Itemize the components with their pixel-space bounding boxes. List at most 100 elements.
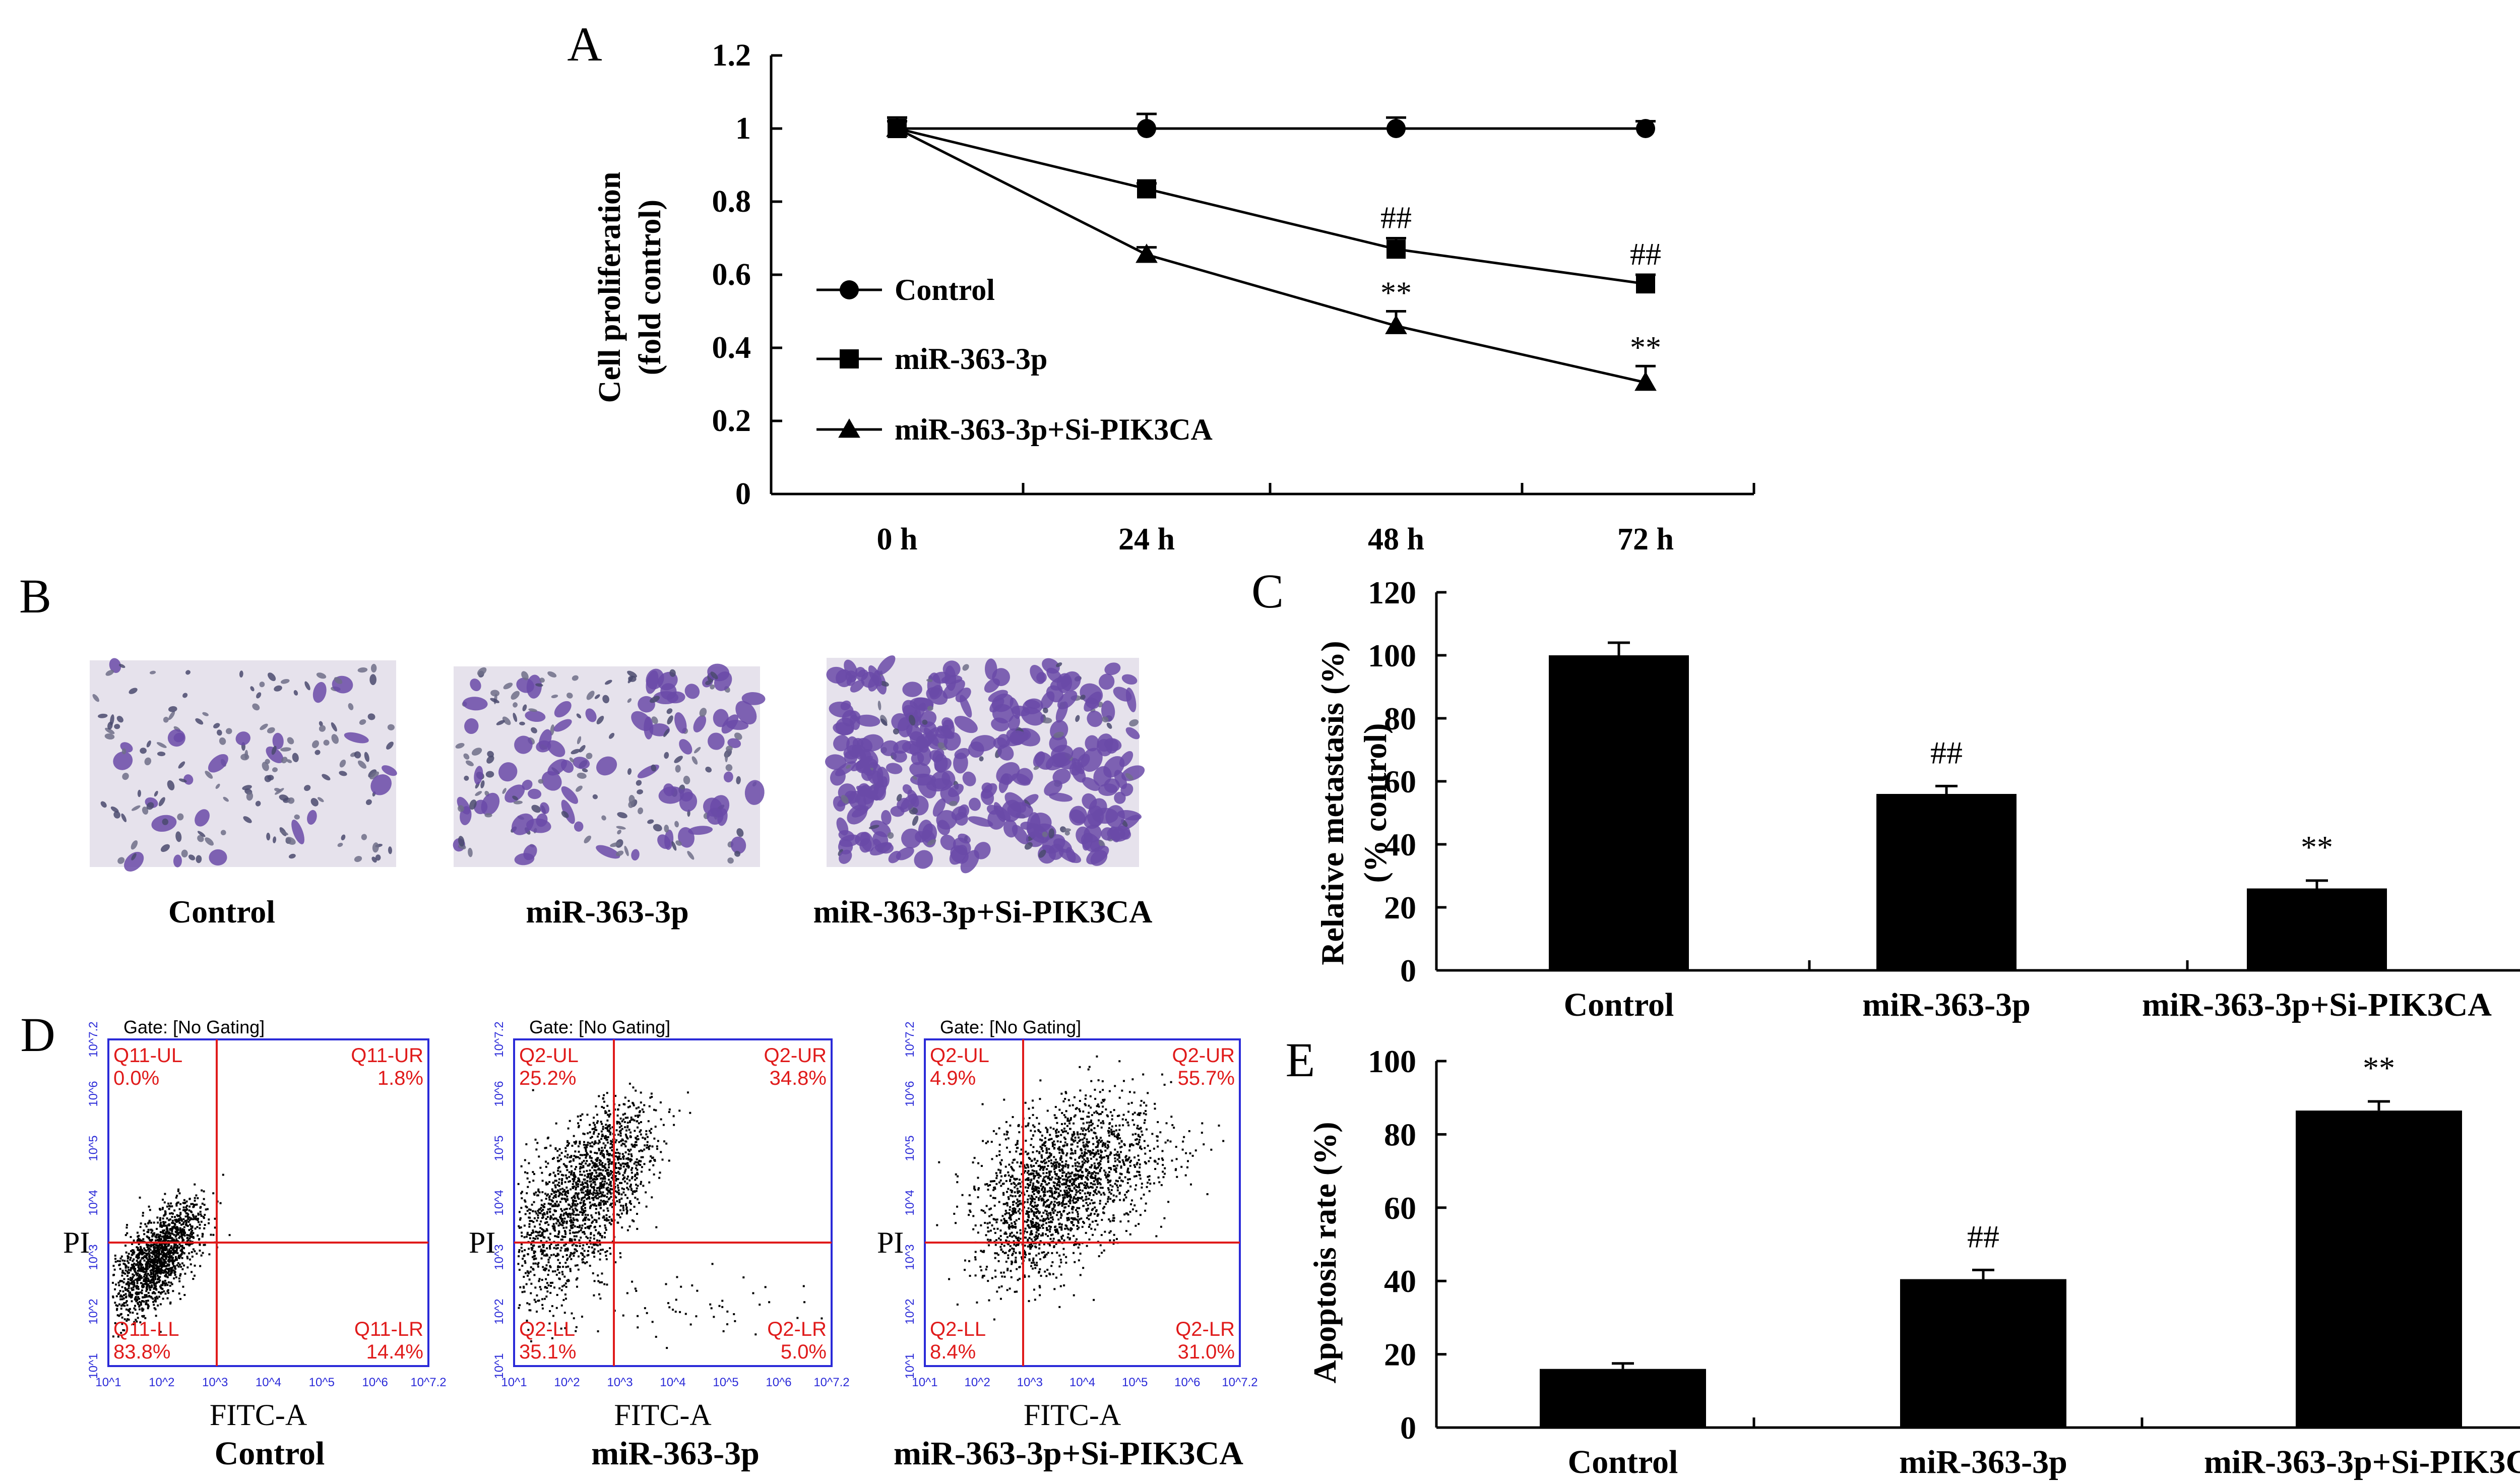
panel-d-event-dot (141, 1300, 144, 1302)
panel-b-cell (835, 761, 856, 776)
panel-d-event-dot (1081, 1160, 1084, 1163)
panel-d-event-dot (125, 1320, 128, 1322)
panel-d-quadrant-value: 34.8% (770, 1067, 827, 1089)
panel-d-event-dot (136, 1282, 139, 1284)
panel-d-y-tick-label: 10^4 (87, 1190, 100, 1215)
panel-d-event-dot (172, 1250, 175, 1252)
panel-d-event-dot (609, 1253, 612, 1255)
panel-d-event-dot (162, 1252, 165, 1254)
panel-d-event-dot (1060, 1261, 1062, 1264)
panel-d-event-dot (171, 1226, 173, 1228)
panel-d-event-dot (983, 1274, 985, 1277)
panel-d-event-dot (796, 1317, 799, 1319)
panel-d-event-dot (646, 1146, 648, 1149)
panel-d-event-dot (138, 1279, 140, 1281)
panel-d-event-dot (182, 1218, 185, 1220)
panel-d-event-dot (157, 1265, 160, 1268)
panel-d-event-dot (188, 1244, 191, 1247)
panel-d-event-dot (191, 1271, 193, 1273)
panel-d-event-dot (607, 1219, 610, 1221)
panel-d-event-dot (644, 1144, 646, 1147)
panel-d-event-dot (1003, 1252, 1006, 1254)
panel-d-event-dot (589, 1237, 592, 1239)
panel-d-event-dot (184, 1272, 186, 1275)
panel-d-event-dot (195, 1215, 197, 1218)
panel-d-event-dot (1102, 1120, 1104, 1123)
panel-d-event-dot (640, 1129, 642, 1132)
panel-b-cell (314, 750, 321, 755)
panel-d-event-dot (608, 1159, 611, 1162)
panel-d-event-dot (622, 1207, 624, 1209)
panel-d-event-dot (1032, 1124, 1034, 1127)
panel-d-event-dot (154, 1259, 157, 1261)
panel-d-event-dot (554, 1175, 556, 1178)
panel-d-event-dot (531, 1203, 533, 1206)
panel-d-event-dot (1009, 1287, 1011, 1290)
panel-d-event-dot (546, 1290, 549, 1293)
panel-d-event-dot (174, 1219, 176, 1221)
panel-d-event-dot (1061, 1205, 1063, 1207)
panel-d-event-dot (558, 1192, 561, 1194)
panel-d-event-dot (969, 1209, 971, 1212)
panel-d-event-dot (136, 1240, 139, 1243)
panel-d-event-dot (159, 1235, 161, 1238)
panel-b-cell (1053, 731, 1064, 738)
panel-d-event-dot (531, 1249, 533, 1251)
panel-d-event-dot (617, 1187, 619, 1189)
panel-d-event-dot (648, 1181, 651, 1184)
panel-d-event-dot (145, 1252, 148, 1255)
panel-d-event-dot (158, 1255, 160, 1258)
panel-b-cell (658, 786, 684, 804)
panel-d-event-dot (527, 1253, 529, 1256)
panel-d-event-dot (168, 1263, 170, 1266)
panel-d-event-dot (622, 1165, 625, 1168)
panel-d-event-dot (590, 1224, 592, 1227)
panel-d-event-dot (594, 1225, 596, 1228)
panel-d-event-dot (160, 1284, 163, 1286)
panel-d-event-dot (1054, 1178, 1057, 1180)
panel-d-event-dot (622, 1114, 624, 1116)
panel-d-event-dot (518, 1211, 521, 1213)
panel-d-event-dot (1038, 1212, 1040, 1214)
panel-d-event-dot (194, 1217, 196, 1220)
panel-d-event-dot (590, 1151, 592, 1153)
panel-d-event-dot (148, 1253, 150, 1255)
panel-d-event-dot (164, 1261, 167, 1263)
panel-b-cell (525, 710, 546, 722)
panel-d-event-dot (1078, 1175, 1080, 1177)
panel-d-event-dot (1098, 1177, 1100, 1180)
panel-d-y-tick-label: 10^5 (87, 1135, 100, 1161)
panel-b-cell (628, 675, 637, 682)
panel-d-event-dot (608, 1216, 611, 1218)
panel-d-event-dot (1019, 1212, 1021, 1215)
panel-d-event-dot (1027, 1239, 1029, 1241)
panel-d-event-dot (170, 1202, 172, 1205)
panel-d-event-dot (1065, 1160, 1067, 1162)
panel-d-event-dot (576, 1250, 578, 1253)
panel-d-event-dot (1039, 1168, 1041, 1171)
panel-d-event-dot (1075, 1198, 1077, 1200)
panel-d-event-dot (557, 1236, 559, 1238)
panel-d-event-dot (135, 1256, 138, 1258)
panel-b-cell (280, 747, 291, 752)
panel-d-event-dot (640, 1091, 642, 1094)
panel-d-event-dot (583, 1255, 586, 1258)
panel-d-event-dot (595, 1169, 597, 1172)
panel-d-event-dot (131, 1281, 134, 1283)
panel-d-event-dot (607, 1158, 609, 1160)
panel-d-event-dot (616, 1122, 618, 1125)
panel-d-event-dot (181, 1246, 183, 1249)
panel-b-cell (954, 716, 978, 733)
panel-d-event-dot (182, 1285, 184, 1288)
panel-d-event-dot (1079, 1274, 1082, 1276)
panel-d-event-dot (121, 1303, 124, 1306)
panel-a-point (1387, 119, 1406, 138)
panel-d-event-dot (598, 1196, 601, 1198)
panel-d-event-dot (579, 1211, 582, 1213)
panel-d-event-dot (626, 1137, 629, 1140)
panel-d-event-dot (520, 1192, 523, 1195)
panel-d-event-dot (616, 1191, 618, 1194)
panel-a-legend-marker (840, 349, 859, 368)
panel-b-cell (354, 856, 362, 862)
panel-d-event-dot (1064, 1227, 1066, 1230)
